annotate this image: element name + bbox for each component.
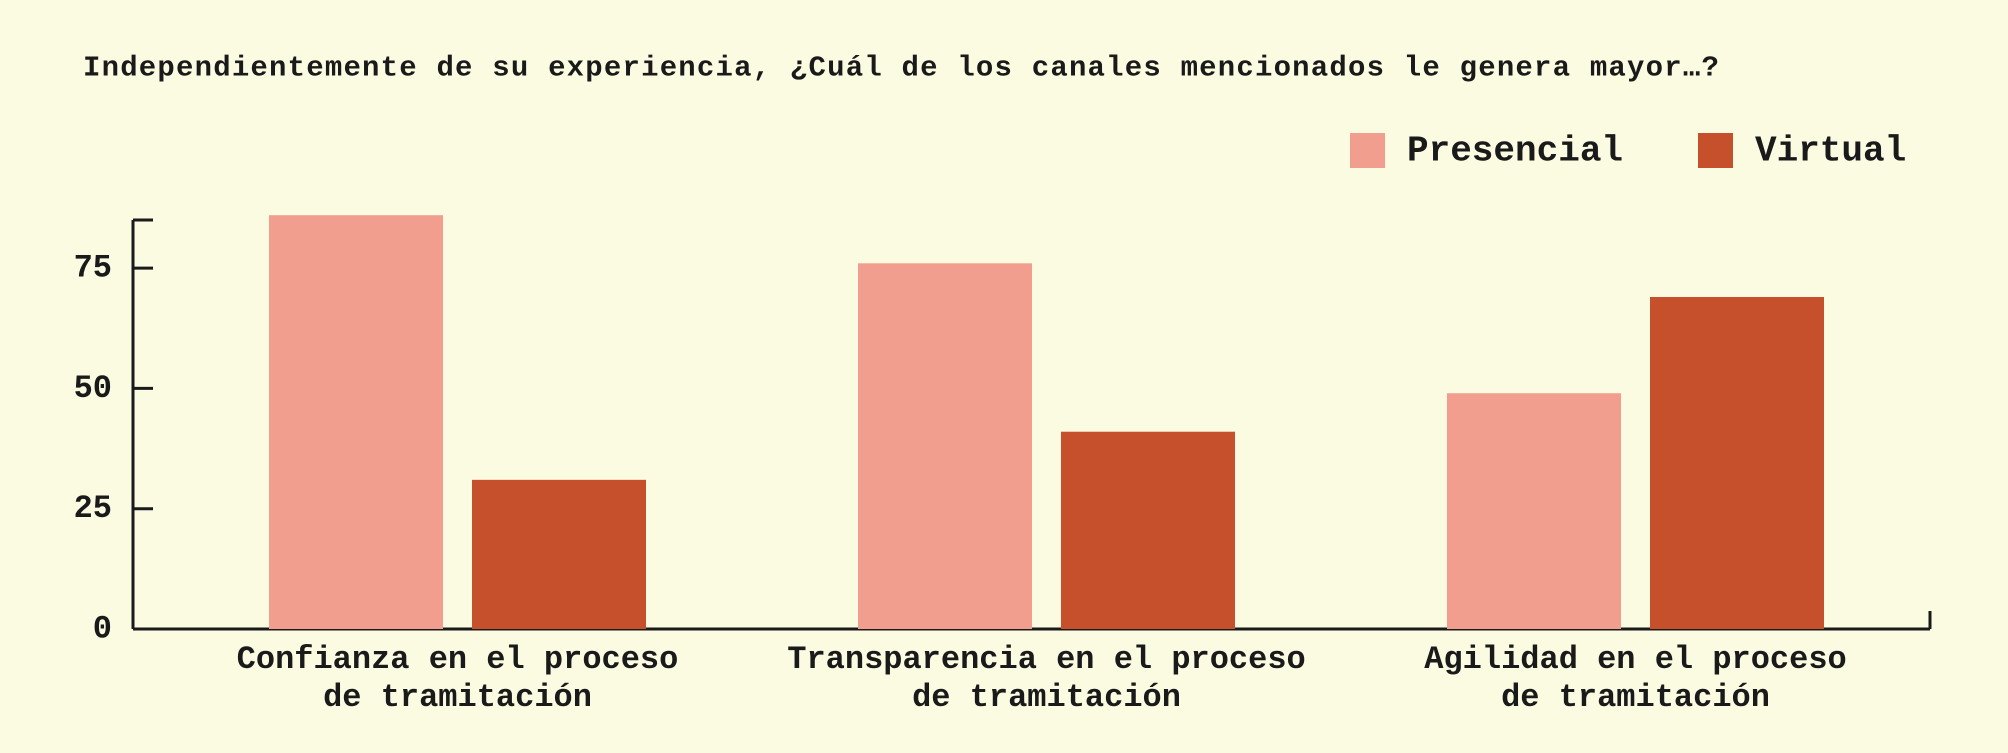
legend-label: Presencial: [1407, 131, 1623, 172]
x-tick-label: Agilidad en el proceso de tramitación: [1424, 641, 1847, 716]
bar: [858, 263, 1032, 629]
bar: [269, 215, 443, 629]
y-tick-label: 0: [93, 610, 112, 647]
bar: [1447, 393, 1621, 629]
legend-swatch: [1698, 133, 1733, 168]
chart-title: Independientemente de su experiencia, ¿C…: [83, 52, 1720, 85]
y-tick-label: 25: [74, 490, 112, 527]
x-tick-label: Confianza en el proceso de tramitación: [236, 641, 679, 716]
bar: [1061, 431, 1235, 629]
legend-swatch: [1350, 133, 1385, 168]
bar: [472, 479, 646, 629]
y-tick-label: 75: [74, 250, 112, 287]
x-tick-label: Transparencia en el proceso de tramitaci…: [787, 641, 1306, 716]
bar: [1650, 296, 1824, 629]
legend-label: Virtual: [1755, 131, 1906, 172]
y-tick-label: 50: [74, 370, 112, 407]
